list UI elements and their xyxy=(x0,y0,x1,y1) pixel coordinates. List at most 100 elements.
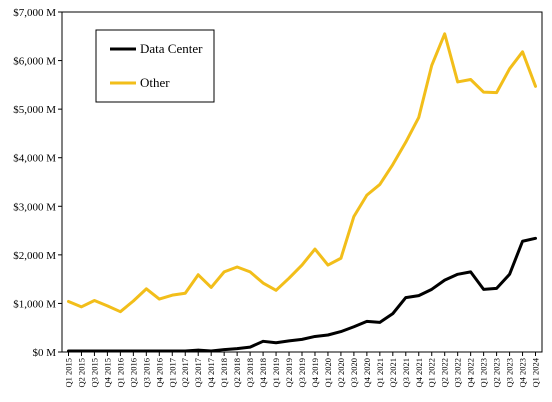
data-point-data-center xyxy=(521,240,524,243)
x-tick-label: Q2 2016 xyxy=(128,358,138,388)
data-point-data-center xyxy=(482,288,485,291)
data-point-data-center xyxy=(80,349,83,353)
data-point-data-center xyxy=(417,294,420,297)
data-point-other xyxy=(521,50,524,54)
data-point-data-center xyxy=(287,339,291,343)
data-point-data-center xyxy=(67,349,70,353)
x-tick-label: Q1 2019 xyxy=(271,358,281,388)
x-tick-label: Q3 2022 xyxy=(453,358,463,388)
y-tick-label: $2,000 M xyxy=(13,250,56,262)
data-point-data-center xyxy=(145,349,148,353)
data-point-data-center xyxy=(274,341,278,344)
y-tick-label: $5,000 M xyxy=(13,104,56,116)
data-point-data-center xyxy=(197,348,200,352)
data-point-other xyxy=(534,85,537,88)
x-tick-label: Q3 2019 xyxy=(297,358,307,388)
y-tick-label: $1,000 M xyxy=(13,298,56,310)
data-point-data-center xyxy=(93,349,96,353)
data-point-data-center xyxy=(313,335,317,338)
data-point-other xyxy=(313,247,317,251)
x-tick-label: Q3 2023 xyxy=(505,358,515,388)
data-point-data-center xyxy=(352,325,356,328)
data-point-data-center xyxy=(248,345,252,349)
data-point-other xyxy=(495,91,498,94)
x-tick-label: Q4 2020 xyxy=(362,358,372,388)
data-point-other xyxy=(326,263,330,267)
x-tick-label: Q4 2021 xyxy=(414,358,424,388)
data-point-other xyxy=(80,305,83,309)
data-point-other xyxy=(287,276,291,280)
data-point-data-center xyxy=(209,349,213,353)
x-tick-label: Q1 2016 xyxy=(115,358,125,388)
y-tick-label: $4,000 M xyxy=(13,153,56,165)
x-tick-label: Q1 2023 xyxy=(479,358,489,388)
data-point-other xyxy=(456,80,459,84)
x-tick-label: Q2 2021 xyxy=(388,358,398,388)
data-point-data-center xyxy=(184,349,187,353)
x-tick-label: Q1 2020 xyxy=(323,358,333,388)
data-point-other xyxy=(106,304,109,308)
legend: Data Center Other xyxy=(95,29,215,103)
data-point-data-center xyxy=(339,330,343,333)
data-point-other xyxy=(158,297,161,301)
data-point-data-center xyxy=(469,270,472,274)
data-point-data-center xyxy=(261,340,265,343)
data-point-data-center xyxy=(300,338,304,341)
x-tick-label: Q4 2015 xyxy=(102,358,112,388)
y-tick-label: $7,000 M xyxy=(13,7,56,19)
x-tick-label: Q2 2023 xyxy=(492,358,502,388)
y-tick-label: $6,000 M xyxy=(13,56,56,68)
data-point-other xyxy=(119,310,122,313)
data-point-other xyxy=(365,193,369,197)
data-point-other xyxy=(171,293,174,297)
data-point-other xyxy=(339,257,343,260)
data-point-other xyxy=(391,163,395,166)
y-tick-label: $0 M xyxy=(32,347,56,359)
data-point-data-center xyxy=(119,349,122,353)
data-point-other xyxy=(404,140,407,144)
data-point-other xyxy=(184,292,187,295)
data-point-other xyxy=(197,273,200,276)
data-point-other xyxy=(430,64,433,67)
data-point-data-center xyxy=(456,273,459,276)
x-tick-label: Q2 2017 xyxy=(180,358,190,388)
data-point-other xyxy=(261,281,265,285)
x-tick-label: Q1 2018 xyxy=(219,358,229,388)
data-point-data-center xyxy=(495,287,498,290)
data-point-data-center xyxy=(430,288,433,291)
y-axis: $0 M $1,000 M $2,000 M $3,000 M $4,000 M $5,0… xyxy=(13,7,62,359)
x-tick-label: Q4 2023 xyxy=(518,358,528,388)
data-point-data-center xyxy=(534,237,537,240)
data-point-other xyxy=(93,299,96,302)
data-point-other xyxy=(469,78,472,81)
data-point-other xyxy=(300,263,304,267)
x-tick-label: Q4 2017 xyxy=(206,358,216,388)
data-point-data-center xyxy=(132,349,135,353)
data-point-other xyxy=(132,299,135,303)
data-point-data-center xyxy=(378,321,382,324)
data-point-data-center xyxy=(158,349,161,353)
x-tick-label: Q3 2015 xyxy=(89,358,99,388)
legend-box xyxy=(95,29,215,103)
legend-label-data-center: Data Center xyxy=(140,41,203,56)
y-tick-label: $3,000 M xyxy=(13,201,56,213)
data-point-data-center xyxy=(171,349,174,353)
data-point-other xyxy=(508,67,511,71)
data-point-other xyxy=(378,183,382,186)
data-point-data-center xyxy=(222,348,226,351)
x-tick-label: Q1 2017 xyxy=(167,358,177,388)
data-point-other xyxy=(222,270,226,274)
x-tick-label: Q2 2022 xyxy=(440,358,450,388)
x-tick-label: Q2 2019 xyxy=(284,358,294,388)
x-tick-label: Q3 2021 xyxy=(401,358,411,388)
x-tick-label: Q4 2019 xyxy=(310,358,320,388)
x-tick-label: Q1 2024 xyxy=(531,357,541,387)
x-tick-label: Q3 2018 xyxy=(245,358,255,388)
data-point-data-center xyxy=(235,347,239,350)
x-axis: Q1 2015 Q2 2015 Q3 2015 Q4 2015 Q1 2016 Q2 20… xyxy=(63,352,541,388)
x-tick-label: Q3 2016 xyxy=(141,358,151,388)
data-point-other xyxy=(482,90,485,94)
data-point-other xyxy=(235,265,239,269)
